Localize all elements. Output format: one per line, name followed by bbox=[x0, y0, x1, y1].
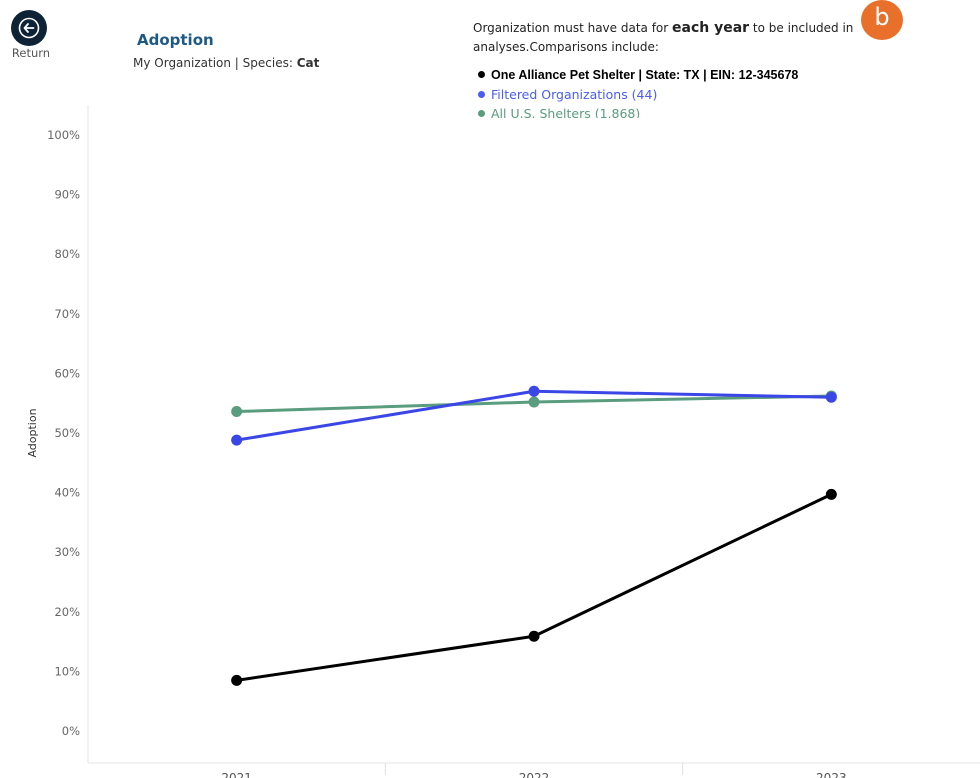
data-point-s2-2023 bbox=[825, 488, 837, 500]
note-part2: to be included in analyses.Comparisons i… bbox=[473, 21, 854, 54]
data-point-s1-2023 bbox=[825, 391, 837, 403]
legend-label: All U.S. Shelters (1,868) bbox=[491, 106, 641, 118]
y-tick-label: 80% bbox=[54, 247, 80, 261]
return-button[interactable] bbox=[11, 10, 47, 46]
x-tick-label: 2021 bbox=[221, 771, 252, 778]
data-point-s2-2021 bbox=[231, 674, 243, 686]
page-subtitle: My Organization | Species: Cat bbox=[133, 56, 319, 70]
page-title: Adoption bbox=[137, 31, 214, 49]
arrow-left-icon bbox=[18, 17, 40, 39]
legend-label: Filtered Organizations (44) bbox=[491, 87, 658, 102]
legend-dot-icon bbox=[478, 110, 485, 117]
badge-label: b bbox=[874, 3, 890, 31]
legend-item-filtered[interactable]: Filtered Organizations (44) bbox=[478, 85, 898, 104]
y-tick-label: 0% bbox=[62, 724, 80, 738]
legend-label: One Alliance Pet Shelter | State: TX | E… bbox=[491, 68, 799, 82]
legend-item-all-shelters[interactable]: All U.S. Shelters (1,868) bbox=[478, 104, 898, 118]
y-tick-label: 100% bbox=[47, 128, 80, 142]
y-tick-label: 70% bbox=[54, 307, 80, 321]
note-part1: Organization must have data for bbox=[473, 21, 673, 35]
note-emphasis: each year bbox=[672, 20, 750, 36]
data-point-s0-2022 bbox=[528, 396, 540, 408]
y-tick-label: 30% bbox=[54, 545, 80, 559]
legend-item-organization[interactable]: One Alliance Pet Shelter | State: TX | E… bbox=[478, 66, 898, 85]
data-point-s2-2022 bbox=[528, 630, 540, 642]
x-tick-label: 2023 bbox=[816, 771, 847, 778]
return-label[interactable]: Return bbox=[11, 46, 51, 60]
data-point-s1-2022 bbox=[528, 385, 540, 397]
y-axis-title: Adoption bbox=[26, 408, 39, 457]
y-tick-label: 40% bbox=[54, 486, 80, 500]
y-tick-label: 20% bbox=[54, 605, 80, 619]
subtitle-prefix: My Organization | Species: bbox=[133, 56, 297, 70]
legend-dot-icon bbox=[478, 71, 485, 78]
inclusion-note: Organization must have data for each yea… bbox=[473, 19, 873, 57]
legend-dot-icon bbox=[478, 91, 485, 98]
x-tick-label: 2022 bbox=[519, 771, 550, 778]
y-tick-label: 10% bbox=[54, 664, 80, 678]
chart-legend: One Alliance Pet Shelter | State: TX | E… bbox=[478, 66, 898, 118]
series-line-2 bbox=[235, 492, 833, 682]
info-badge[interactable]: b bbox=[861, 0, 903, 40]
subtitle-species: Cat bbox=[296, 56, 320, 70]
data-point-s1-2021 bbox=[231, 434, 243, 446]
y-tick-label: 60% bbox=[54, 366, 80, 380]
data-point-s0-2021 bbox=[231, 406, 243, 418]
y-tick-label: 50% bbox=[54, 426, 80, 440]
y-tick-label: 90% bbox=[54, 188, 80, 202]
